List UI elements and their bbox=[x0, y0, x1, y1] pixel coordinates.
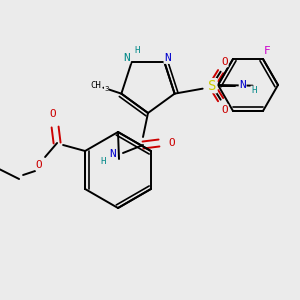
Text: O: O bbox=[221, 57, 228, 67]
Text: O: O bbox=[50, 109, 56, 119]
Text: N: N bbox=[123, 53, 130, 63]
Text: S: S bbox=[208, 79, 217, 93]
Text: F: F bbox=[264, 46, 270, 56]
Text: CH: CH bbox=[90, 81, 101, 90]
Text: N: N bbox=[164, 53, 171, 63]
Text: O: O bbox=[36, 160, 43, 170]
Text: N: N bbox=[110, 149, 116, 159]
Text: O: O bbox=[169, 138, 176, 148]
Text: N: N bbox=[239, 80, 246, 90]
Text: H: H bbox=[100, 158, 106, 166]
Text: H: H bbox=[251, 86, 256, 95]
Text: H: H bbox=[135, 46, 140, 55]
Text: 3: 3 bbox=[104, 86, 109, 92]
Text: O: O bbox=[221, 105, 228, 115]
